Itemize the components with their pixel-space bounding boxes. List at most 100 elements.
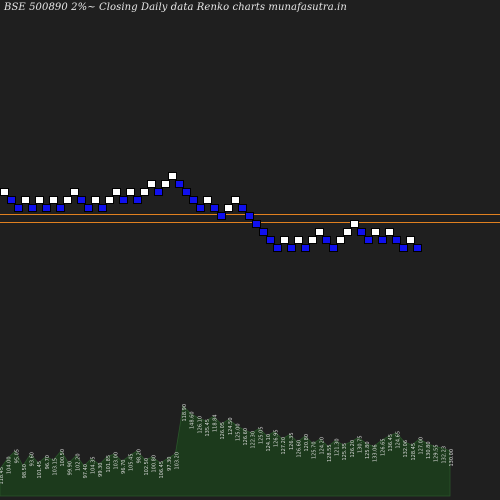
renko-brick-down (98, 204, 107, 212)
renko-brick-down (196, 204, 205, 212)
renko-brick-up (70, 188, 79, 196)
volume-label: 106.45 (159, 461, 165, 479)
renko-brick-down (301, 244, 310, 252)
renko-brick-down (14, 204, 23, 212)
volume-label: 99.30 (98, 463, 104, 477)
volume-label: 132.23 (441, 446, 447, 464)
volume-label: 128.55 (327, 445, 333, 463)
volume-label: 125.80 (365, 442, 371, 460)
renko-bricks (0, 172, 422, 252)
volume-label: 118.45 (0, 467, 5, 485)
volume-label: 125.05 (258, 427, 264, 445)
volume-label: 126.05 (220, 422, 226, 440)
renko-brick-up (336, 236, 345, 244)
renko-brick-up (385, 228, 394, 236)
volume-label: 126.20 (350, 440, 356, 458)
renko-brick-down (133, 196, 142, 204)
volume-label: 129.55 (434, 445, 440, 463)
volume-area (0, 405, 451, 497)
renko-brick-down (245, 212, 254, 220)
renko-brick-up (315, 228, 324, 236)
volume-label: 133.06 (373, 445, 379, 463)
renko-brick-down (182, 188, 191, 196)
renko-brick-down (28, 204, 37, 212)
volume-label: 128.45 (411, 443, 417, 461)
volume-label: 101.85 (106, 455, 112, 473)
volume-label: 126.35 (289, 433, 295, 451)
renko-brick-down (259, 228, 268, 236)
renko-brick-up (35, 196, 44, 204)
renko-brick-up (371, 228, 380, 236)
volume-label: 121.30 (335, 439, 341, 457)
renko-brick-down (210, 204, 219, 212)
volume-label: 98.20 (136, 449, 142, 463)
renko-brick-up (350, 220, 359, 228)
volume-label: 105.45 (129, 454, 135, 472)
volume-label: 122.30 (251, 431, 257, 449)
volume-label: 125.35 (342, 443, 348, 461)
volume-label: 125.70 (312, 442, 318, 460)
volume-label: 124.10 (266, 434, 272, 452)
renko-brick-up (126, 188, 135, 196)
volume-label: 96.70 (121, 460, 127, 474)
renko-brick-down (329, 244, 338, 252)
renko-brick-up (224, 204, 233, 212)
renko-brick-up (21, 196, 30, 204)
renko-brick-up (231, 196, 240, 204)
volume-label: 130.00 (449, 449, 455, 467)
volume-label: 103.15 (52, 458, 58, 476)
renko-brick-down (84, 204, 93, 212)
volume-label: 101.45 (37, 461, 43, 479)
renko-brick-down (238, 204, 247, 212)
renko-brick-up (49, 196, 58, 204)
renko-brick-down (119, 196, 128, 204)
volume-label: 97.30 (167, 457, 173, 471)
renko-brick-down (189, 196, 198, 204)
renko-brick-down (154, 188, 163, 196)
renko-brick-down (273, 244, 282, 252)
volume-label: 97.40 (83, 464, 89, 478)
volume-label: 132.06 (403, 440, 409, 458)
volume-label: 126.95 (274, 430, 280, 448)
renko-brick-up (343, 228, 352, 236)
renko-brick-down (266, 236, 275, 244)
volume-label: 93.60 (30, 452, 36, 466)
renko-brick-up (280, 236, 289, 244)
renko-brick-down (322, 236, 331, 244)
renko-brick-down (217, 212, 226, 220)
volume-label: 125.00 (235, 424, 241, 442)
renko-brick-up (140, 188, 149, 196)
renko-brick-down (399, 244, 408, 252)
renko-brick-down (357, 228, 366, 236)
volume-label: 120.80 (304, 434, 310, 452)
volume-label: 100.50 (60, 449, 66, 467)
volume-label: 99.90 (68, 461, 74, 475)
renko-brick-up (147, 180, 156, 188)
renko-brick-up (91, 196, 100, 204)
renko-brick-down (7, 196, 16, 204)
renko-brick-down (287, 244, 296, 252)
volume-label: 124.50 (228, 418, 234, 436)
volume-label: 98.50 (22, 464, 28, 478)
volume-label: 118.90 (182, 404, 188, 422)
renko-brick-down (392, 236, 401, 244)
volume-label: 136.45 (388, 434, 394, 452)
volume-label: 96.70 (45, 455, 51, 469)
volume-label: 126.60 (243, 428, 249, 446)
renko-brick-up (105, 196, 114, 204)
volume-label: 118.84 (213, 415, 219, 433)
renko-brick-up (0, 188, 9, 196)
volume-label: 135.45 (205, 419, 211, 437)
renko-brick-up (63, 196, 72, 204)
volume-label: 124.65 (396, 431, 402, 449)
renko-brick-up (203, 196, 212, 204)
volume-label: 126.65 (380, 439, 386, 457)
renko-brick-down (364, 236, 373, 244)
volume-label: 103.20 (174, 452, 180, 470)
volume-area-path (0, 405, 451, 497)
renko-brick-down (56, 204, 65, 212)
volume-label: 130.80 (426, 442, 432, 460)
volume-label: 104.00 (7, 457, 13, 475)
volume-label: 124.20 (319, 437, 325, 455)
